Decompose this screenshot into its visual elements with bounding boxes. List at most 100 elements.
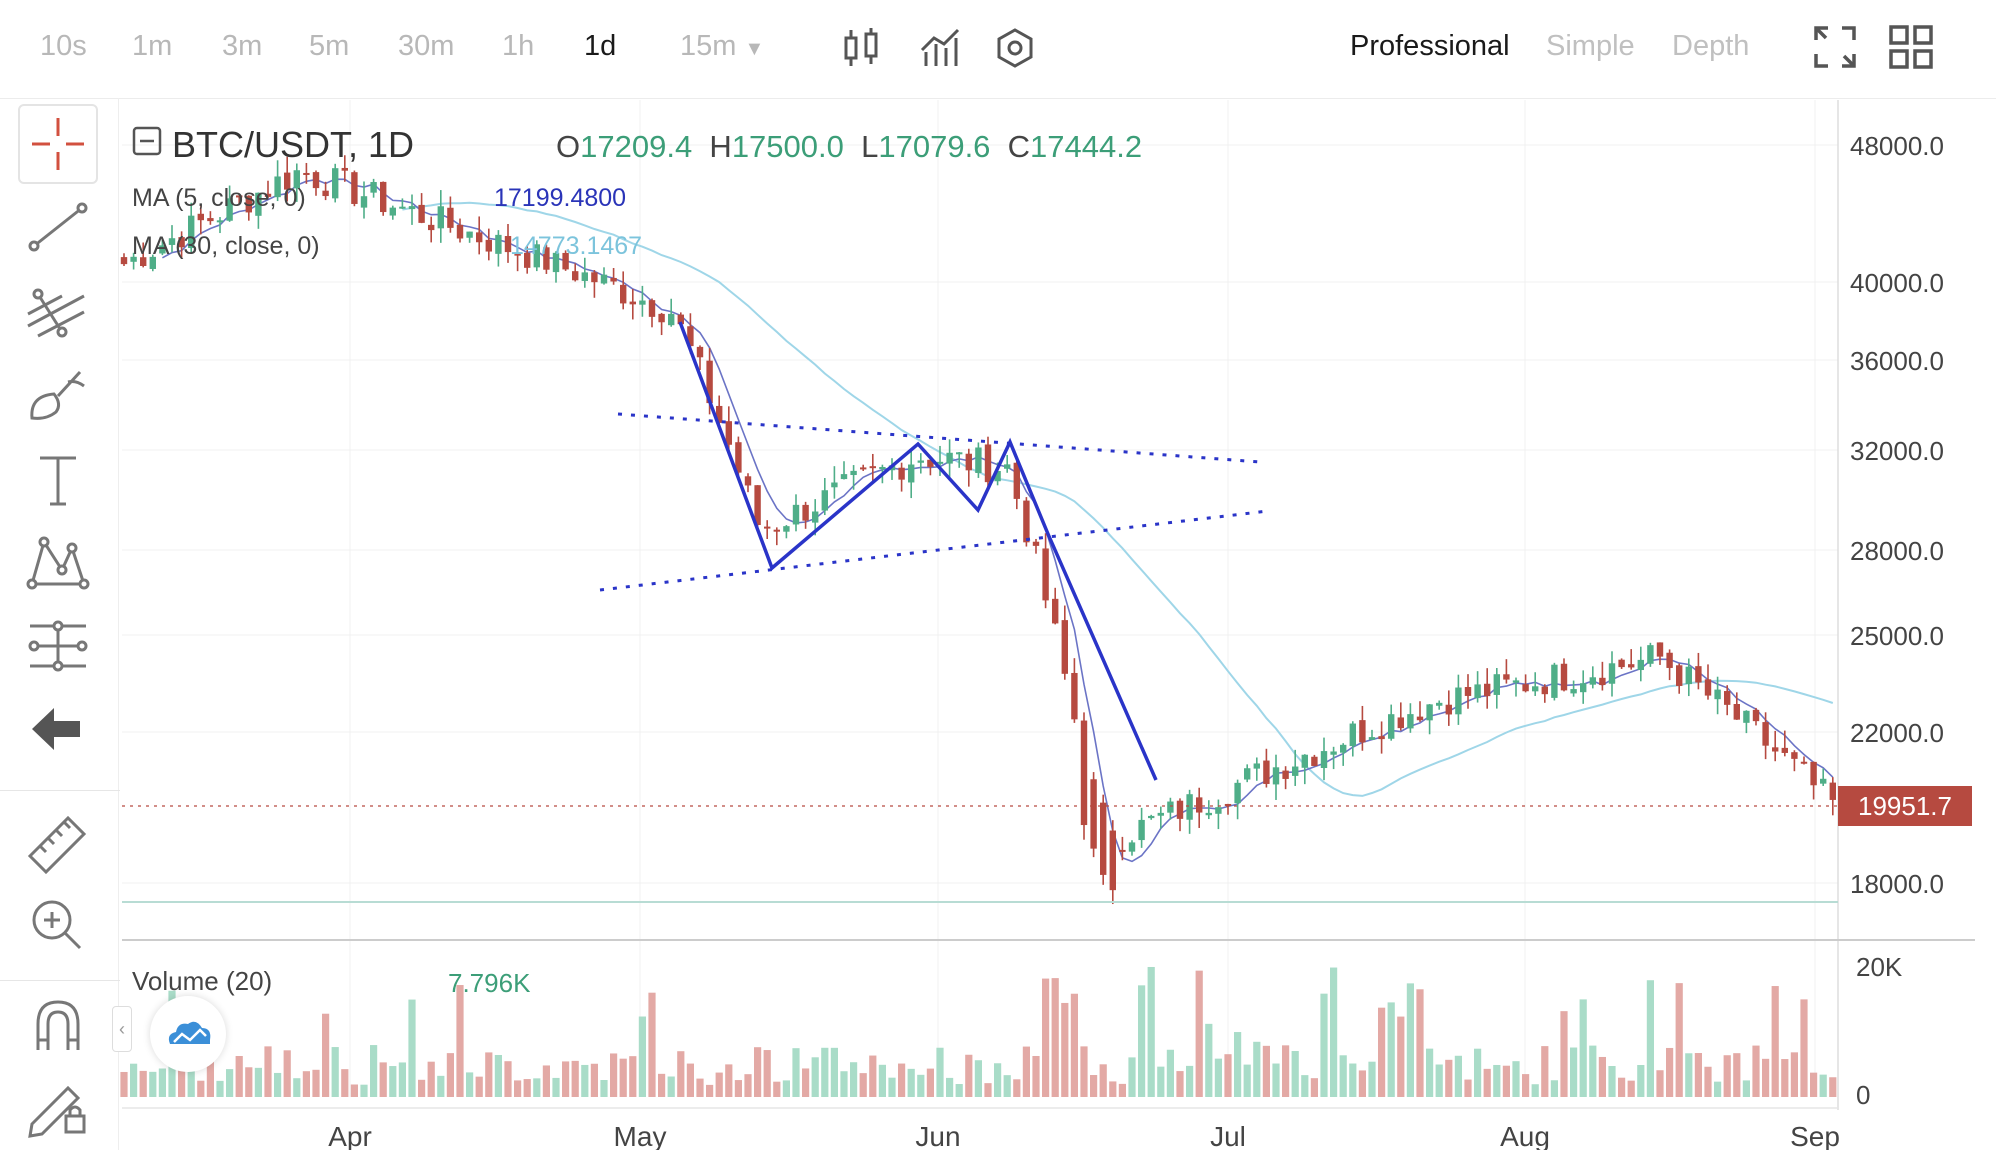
volume-bar <box>1397 1016 1405 1097</box>
candle <box>1599 661 1606 691</box>
candle <box>1484 668 1491 709</box>
pattern-lower-trendline[interactable] <box>599 509 1269 592</box>
candle <box>1042 533 1049 609</box>
fib-levels-icon[interactable] <box>18 612 98 682</box>
volume-bar <box>1800 999 1808 1097</box>
volume-bar <box>274 1072 282 1097</box>
y-tick-label: 22000.0 <box>1850 718 1944 748</box>
volume-bar <box>245 1067 253 1097</box>
close-label: C <box>1007 129 1031 164</box>
trend-line-icon[interactable] <box>18 192 98 262</box>
pattern-icon[interactable] <box>18 528 98 598</box>
volume-bar <box>1378 1007 1386 1097</box>
crosshair-icon[interactable] <box>18 104 98 184</box>
volume-bar <box>802 1068 810 1097</box>
mode-depth[interactable]: Depth <box>1672 30 1750 62</box>
candle <box>1493 668 1500 709</box>
candle <box>1416 701 1424 722</box>
volume-bar <box>1781 1059 1789 1097</box>
candle <box>984 436 992 487</box>
volume-bar <box>1675 983 1683 1097</box>
y-tick-label: 25000.0 <box>1850 621 1944 651</box>
candle <box>783 525 790 539</box>
candle <box>1704 664 1712 700</box>
volume-bar <box>466 1072 474 1097</box>
brush-icon[interactable] <box>18 360 98 430</box>
volume-bar <box>782 1080 790 1097</box>
volume-bar <box>590 1063 598 1097</box>
collapse-icon[interactable] <box>132 126 162 164</box>
pencil-lock-icon[interactable] <box>18 1072 98 1142</box>
candle <box>658 312 665 336</box>
x-tick-label: Jun <box>915 1121 960 1150</box>
pattern-upper-trendline[interactable] <box>617 412 1261 464</box>
candle <box>946 439 953 481</box>
open-label: O <box>556 129 581 164</box>
volume-bar <box>389 1066 397 1097</box>
candle <box>1388 704 1395 741</box>
tf-5m[interactable]: 5m <box>309 30 350 62</box>
volume-bar <box>686 1063 694 1097</box>
volume-bar <box>1262 1045 1270 1097</box>
candle <box>1772 730 1779 762</box>
candle <box>1656 642 1664 665</box>
x-tick-label: Apr <box>328 1121 372 1150</box>
volume-bar <box>936 1047 944 1097</box>
tf-10s[interactable]: 10s <box>40 30 87 62</box>
volume-bar <box>1051 978 1059 1097</box>
volume-bar <box>1531 1084 1539 1097</box>
ruler-icon[interactable] <box>18 806 98 876</box>
candle <box>140 242 147 268</box>
volume-bar <box>1464 1079 1472 1097</box>
volume-bar <box>610 1053 618 1097</box>
fullscreen-icon[interactable] <box>1812 24 1858 75</box>
candle <box>831 466 838 499</box>
collapse-panel-button[interactable]: ‹ <box>112 1006 132 1052</box>
back-arrow-icon[interactable] <box>18 694 98 764</box>
volume-bar <box>1618 1077 1626 1097</box>
mode-simple[interactable]: Simple <box>1546 30 1635 62</box>
candle <box>1426 704 1433 735</box>
settings-hexagon-icon[interactable] <box>994 26 1036 75</box>
volume-bar <box>206 1053 214 1097</box>
candle <box>1464 674 1472 709</box>
volume-bar <box>1522 1074 1530 1097</box>
volume-bar <box>341 1069 349 1097</box>
candle <box>188 202 195 253</box>
volume-bar <box>1694 1053 1702 1097</box>
volume-bar <box>1474 1048 1482 1097</box>
candle <box>1436 700 1443 710</box>
pattern-zigzag[interactable] <box>678 321 1158 781</box>
candle <box>207 211 214 225</box>
volume-bar <box>485 1052 493 1097</box>
candle <box>716 395 723 425</box>
candle <box>1628 649 1635 670</box>
volume-bar <box>1445 1059 1453 1097</box>
pitchfork-icon[interactable] <box>18 276 98 346</box>
candle <box>1407 703 1414 733</box>
indicators-icon[interactable] <box>920 26 960 75</box>
tf-1d[interactable]: 1d <box>584 30 617 62</box>
candle <box>293 163 300 202</box>
tf-1m[interactable]: 1m <box>132 30 173 62</box>
candle <box>1532 672 1539 696</box>
magnet-icon[interactable] <box>18 990 98 1060</box>
volume-bar <box>1118 1083 1126 1097</box>
volume-bar <box>1214 1058 1222 1097</box>
volume-bar <box>677 1051 685 1097</box>
volume-bar <box>706 1084 714 1097</box>
tf-30m[interactable]: 30m <box>398 30 455 62</box>
text-icon[interactable] <box>18 444 98 514</box>
candlestick-type-icon[interactable] <box>842 26 880 75</box>
tf-15m-dropdown[interactable]: 15m ▼ <box>680 30 764 63</box>
volume-bar <box>1147 966 1155 1097</box>
layout-grid-icon[interactable] <box>1888 24 1934 75</box>
candle <box>1340 743 1347 766</box>
volume-bar <box>1733 1053 1741 1097</box>
mode-professional[interactable]: Professional <box>1350 30 1510 62</box>
tf-1h[interactable]: 1h <box>502 30 535 62</box>
zoom-in-icon[interactable] <box>18 888 98 958</box>
tf-3m[interactable]: 3m <box>222 30 263 62</box>
candle <box>370 178 377 198</box>
